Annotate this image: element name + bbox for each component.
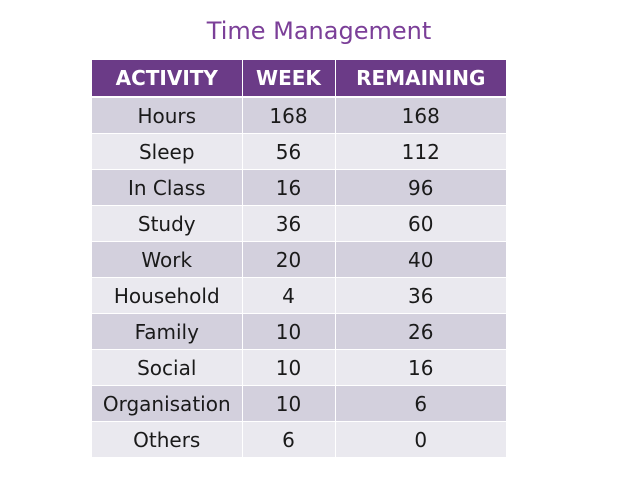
week-cell: 36 <box>242 205 336 242</box>
table-row: Work 20 40 <box>92 241 506 278</box>
activity-cell: In Class <box>92 169 243 206</box>
remaining-cell: 60 <box>335 205 506 242</box>
week-cell: 20 <box>242 241 336 278</box>
week-cell: 168 <box>242 97 336 134</box>
header-week: WEEK <box>242 60 336 98</box>
week-cell: 4 <box>242 277 336 314</box>
activity-cell: Hours <box>92 97 243 134</box>
remaining-cell: 96 <box>335 169 506 206</box>
week-cell: 56 <box>242 133 336 170</box>
activity-cell: Social <box>92 349 243 386</box>
time-management-table: ACTIVITY WEEK REMAINING Hours 168 168 Sl… <box>92 60 506 458</box>
remaining-cell: 6 <box>335 385 506 422</box>
activity-cell: Study <box>92 205 243 242</box>
activity-cell: Others <box>92 421 243 458</box>
activity-cell: Sleep <box>92 133 243 170</box>
remaining-cell: 40 <box>335 241 506 278</box>
table-row: Others 6 0 <box>92 421 506 458</box>
remaining-cell: 36 <box>335 277 506 314</box>
remaining-cell: 26 <box>335 313 506 350</box>
remaining-cell: 16 <box>335 349 506 386</box>
table-row: Study 36 60 <box>92 205 506 242</box>
header-remaining: REMAINING <box>335 60 506 98</box>
week-cell: 10 <box>242 385 336 422</box>
table-header-row: ACTIVITY WEEK REMAINING <box>92 60 506 98</box>
week-cell: 10 <box>242 349 336 386</box>
table-row: In Class 16 96 <box>92 169 506 206</box>
activity-cell: Organisation <box>92 385 243 422</box>
table-row: Hours 168 168 <box>92 97 506 134</box>
table-row: Organisation 10 6 <box>92 385 506 422</box>
activity-cell: Household <box>92 277 243 314</box>
header-activity: ACTIVITY <box>92 60 243 98</box>
table-row: Household 4 36 <box>92 277 506 314</box>
table-row: Sleep 56 112 <box>92 133 506 170</box>
week-cell: 10 <box>242 313 336 350</box>
remaining-cell: 112 <box>335 133 506 170</box>
week-cell: 16 <box>242 169 336 206</box>
activity-cell: Work <box>92 241 243 278</box>
table-row: Social 10 16 <box>92 349 506 386</box>
week-cell: 6 <box>242 421 336 458</box>
remaining-cell: 0 <box>335 421 506 458</box>
page-title: Time Management <box>206 17 432 45</box>
table-row: Family 10 26 <box>92 313 506 350</box>
activity-cell: Family <box>92 313 243 350</box>
remaining-cell: 168 <box>335 97 506 134</box>
